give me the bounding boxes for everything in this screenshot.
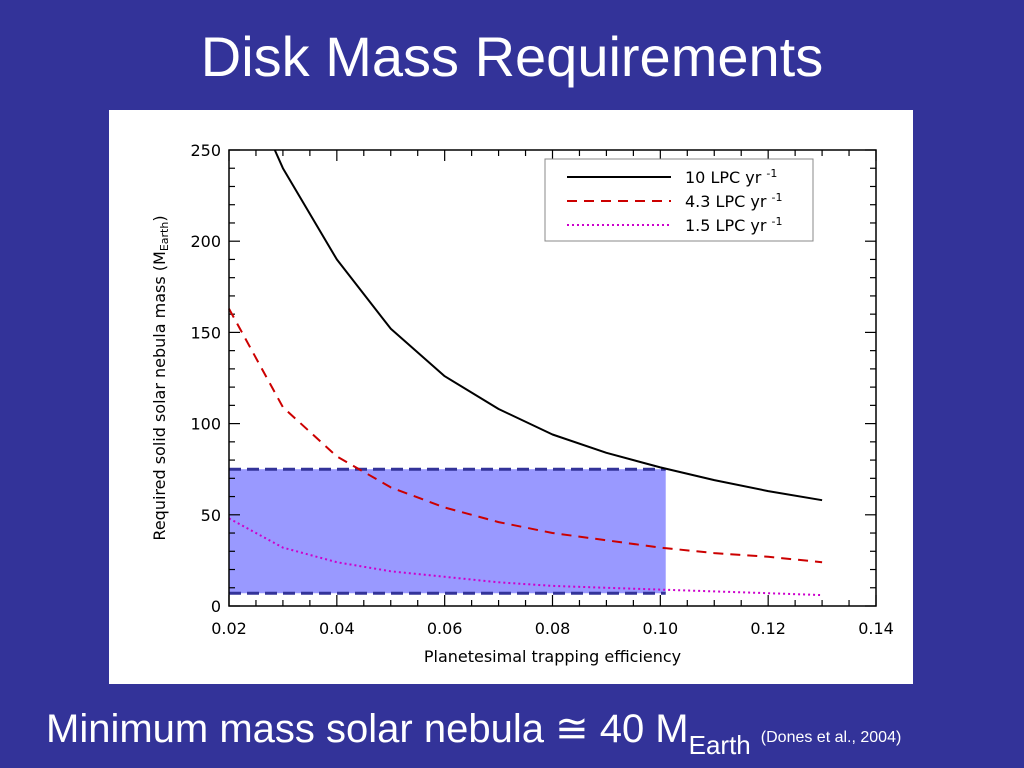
footer-citation: (Dones et al., 2004) bbox=[760, 729, 902, 746]
x-tick-label: 0.10 bbox=[643, 619, 679, 638]
footer-note: Minimum mass solar nebula ≅ 40 MEarth (Do… bbox=[46, 704, 901, 763]
y-tick-label: 50 bbox=[201, 506, 221, 525]
footer-subscript: Earth bbox=[688, 730, 751, 760]
x-tick-label: 0.14 bbox=[858, 619, 894, 638]
shaded-region bbox=[229, 469, 666, 594]
slide-title: Disk Mass Requirements bbox=[200, 25, 824, 88]
y-tick-label: 200 bbox=[190, 232, 221, 251]
y-tick-label: 150 bbox=[190, 323, 221, 342]
series-line bbox=[273, 149, 823, 502]
x-tick-label: 0.06 bbox=[427, 619, 463, 638]
legend-label: 1.5 LPC yr -1 bbox=[685, 215, 782, 235]
legend-label: 4.3 LPC yr -1 bbox=[685, 191, 782, 211]
legend: 10 LPC yr -1 4.3 LPC yr -1 1.5 LPC yr -1 bbox=[544, 158, 814, 242]
x-tick-labels: 0.02 0.04 0.06 0.08 0.10 0.12 0.14 bbox=[211, 619, 894, 638]
series-line bbox=[228, 308, 823, 564]
x-axis-label: Planetesimal trapping efficiency bbox=[424, 647, 681, 666]
y-axis-label: Required solid solar nebula mass (MEarth… bbox=[150, 215, 171, 540]
plot-frame bbox=[228, 149, 877, 607]
chart: 0.02 0.04 0.06 0.08 0.10 0.12 0.14 0 50 100 150 20… bbox=[150, 141, 894, 666]
y-tick-labels: 0 50 100 150 200 250 bbox=[190, 141, 221, 616]
x-tick-label: 0.12 bbox=[750, 619, 786, 638]
y-tick-label: 0 bbox=[211, 597, 221, 616]
series-line bbox=[228, 517, 823, 597]
y-tick-label: 100 bbox=[190, 415, 221, 434]
series-group bbox=[228, 149, 823, 597]
footer-text: Minimum mass solar nebula ≅ 40 M bbox=[46, 707, 689, 751]
plot-panel: 0.02 0.04 0.06 0.08 0.10 0.12 0.14 0 50 100 150 20… bbox=[109, 110, 913, 684]
y-tick-label: 250 bbox=[190, 141, 221, 160]
x-tick-label: 0.04 bbox=[319, 619, 355, 638]
legend-label: 10 LPC yr -1 bbox=[685, 167, 777, 187]
x-tick-label: 0.08 bbox=[535, 619, 571, 638]
x-tick-label: 0.02 bbox=[211, 619, 247, 638]
